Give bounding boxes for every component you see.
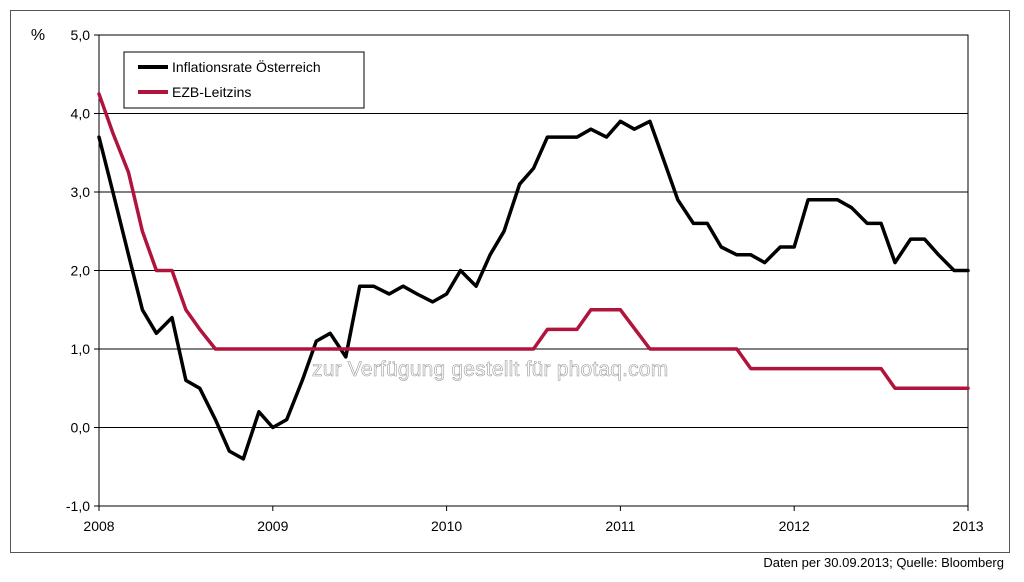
y-tick-label: 1,0 [71,341,91,357]
legend: Inflationsrate Österreich EZB-Leitzins [123,51,365,109]
y-tick-label: 2,0 [71,263,91,279]
x-tick-label: 2013 [952,518,983,534]
y-tick-label: -1,0 [66,498,90,514]
x-tick-label: 2011 [605,518,635,534]
legend-box [123,51,365,109]
series-lines [97,92,970,461]
x-tick-label: 2008 [83,518,114,534]
x-tick-label: 2012 [779,518,810,534]
source-note: Daten per 30.09.2013; Quelle: Bloomberg [763,555,1004,570]
legend-label: EZB-Leitzins [172,84,251,100]
x-tick-label: 2009 [257,518,288,534]
x-tick-label: 2010 [431,518,462,534]
tick-labels: -1,0 0,0 1,0 2,0 3,0 4,0 5,0 2008 2009 2010 2011 20… [31,27,984,534]
y-tick-label: 5,0 [71,27,91,43]
watermark-text: zur Verfügung gestellt für photaq.com [312,358,669,382]
series-line [97,92,970,391]
y-tick-label: 0,0 [71,420,91,436]
y-tick-label: 4,0 [71,106,91,122]
y-axis-unit-label: % [31,27,45,44]
series-line [97,119,970,461]
y-tick-label: 3,0 [71,184,91,200]
legend-label: Inflationsrate Österreich [172,58,321,75]
